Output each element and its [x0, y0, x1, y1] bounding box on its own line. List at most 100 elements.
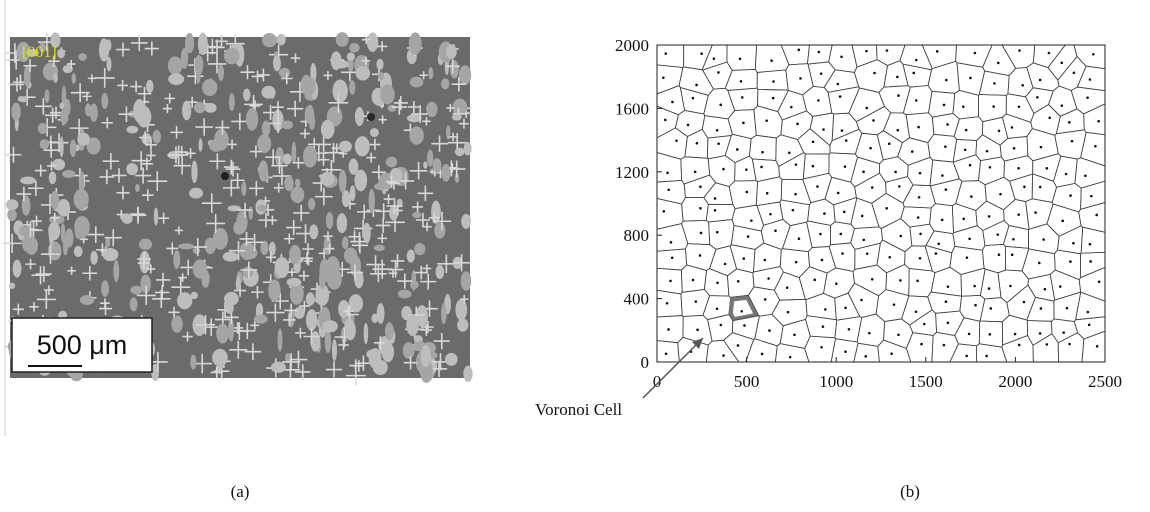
seed-point: [716, 307, 719, 310]
seed-point: [947, 285, 950, 288]
grain: [409, 32, 422, 54]
y-tick-label: 0: [641, 353, 650, 372]
voronoi-cell: [1010, 174, 1033, 201]
grain: [459, 65, 471, 85]
seed-point: [667, 188, 670, 191]
grain: [463, 366, 472, 382]
voronoi-cell: [1082, 331, 1105, 362]
seed-point: [888, 142, 891, 145]
grain: [289, 245, 301, 264]
seed-point: [920, 343, 923, 346]
seed-point: [769, 213, 772, 216]
seed-point: [945, 188, 948, 191]
seed-point: [695, 84, 698, 87]
seed-point: [761, 353, 764, 356]
grain: [380, 84, 394, 104]
grain: [191, 292, 198, 299]
seed-point: [1039, 79, 1042, 82]
seed-point: [864, 355, 867, 358]
seed-point: [747, 235, 750, 238]
seed-point: [772, 80, 775, 83]
seed-point: [665, 352, 668, 355]
voronoi-cell: [657, 180, 685, 204]
grain: [339, 141, 352, 153]
x-tick-label: 2000: [998, 372, 1032, 391]
grain: [349, 80, 355, 95]
y-tick-label: 800: [624, 226, 650, 245]
voronoi-cell: [953, 90, 979, 119]
voronoi-cell: [834, 198, 857, 225]
voronoi-cell: [980, 298, 1009, 322]
voronoi-cell: [906, 333, 933, 362]
grain: [292, 142, 297, 164]
seed-point: [916, 279, 919, 282]
voronoi-cell: [903, 86, 932, 115]
grain: [45, 89, 50, 102]
voronoi-cell: [828, 87, 859, 114]
grain: [11, 103, 20, 121]
voronoi-cell: [1074, 45, 1105, 69]
voronoi-cell: [1027, 129, 1058, 161]
seed-point: [1039, 186, 1042, 189]
seed-point: [1062, 331, 1065, 334]
seed-point: [947, 322, 950, 325]
grain: [261, 86, 275, 99]
voronoi-cell: [1076, 292, 1105, 320]
seed-point: [917, 126, 920, 129]
seed-point: [1034, 211, 1037, 214]
grain: [369, 189, 375, 213]
seed-point: [862, 239, 865, 242]
grain: [295, 179, 300, 188]
voronoi-cell: [706, 340, 739, 362]
voronoi-cell: [772, 299, 807, 326]
grain: [178, 243, 193, 249]
seed-point: [699, 185, 702, 188]
grain: [412, 212, 421, 218]
seed-point: [714, 209, 717, 212]
seed-point: [812, 165, 815, 168]
voronoi-cell: [803, 154, 829, 179]
grain: [246, 108, 258, 131]
grain: [53, 73, 58, 83]
grain: [216, 323, 229, 343]
grain: [337, 213, 347, 233]
voronoi-cell: [883, 113, 909, 143]
seed-point: [868, 332, 871, 335]
grain: [306, 292, 315, 305]
seed-point: [1066, 307, 1069, 310]
grain: [287, 278, 302, 287]
grain: [50, 191, 59, 209]
seed-point: [915, 310, 918, 313]
grain: [277, 34, 286, 45]
voronoi-cell: [805, 316, 836, 338]
voronoi-cell: [902, 296, 932, 325]
seed-point: [969, 164, 972, 167]
seed-point: [962, 105, 965, 108]
seed-point: [817, 99, 820, 102]
seed-point: [745, 168, 748, 171]
seed-point: [968, 237, 971, 240]
seed-point: [839, 95, 842, 98]
grain: [49, 172, 57, 185]
grain: [441, 303, 447, 324]
voronoi-cell: [727, 45, 757, 70]
seed-point: [946, 123, 949, 126]
grain: [433, 158, 442, 172]
grain: [135, 184, 140, 192]
seed-point: [1094, 145, 1097, 148]
grain: [339, 170, 347, 194]
seed-point: [999, 193, 1002, 196]
voronoi-cell: [757, 70, 788, 90]
voronoi-cell: [1003, 225, 1028, 248]
grain: [190, 355, 196, 370]
grain: [427, 150, 433, 167]
seed-point: [893, 303, 896, 306]
grain: [284, 176, 294, 191]
voronoi-cell: [657, 290, 682, 317]
voronoi-cell: [876, 290, 909, 322]
grain: [38, 123, 47, 134]
seed-point: [1023, 186, 1026, 189]
seed-point: [1097, 120, 1100, 123]
voronoi-cell: [857, 314, 885, 346]
grain: [182, 101, 191, 121]
